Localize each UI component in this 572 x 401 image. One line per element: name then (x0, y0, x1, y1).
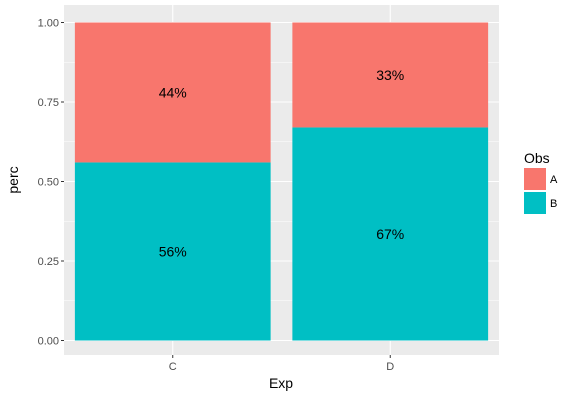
bar-segment-b-c (74, 162, 271, 341)
x-axis-title: Exp (269, 375, 293, 391)
y-tick-label: 1.00 (38, 18, 59, 30)
bar-segment-a-d (292, 22, 489, 128)
legend-title: Obs (524, 150, 550, 166)
bar-value-label: 33% (376, 67, 404, 83)
y-axis-title: perc (5, 166, 21, 193)
legend-label-b: B (550, 198, 557, 210)
legend-key-a (524, 168, 546, 190)
bar-segment-b-d (292, 127, 489, 341)
x-tick-label: D (386, 361, 394, 373)
y-tick-label: 0.75 (38, 97, 59, 109)
bar-value-label: 44% (159, 84, 187, 100)
bar-value-label: 67% (376, 226, 404, 242)
bars (74, 22, 489, 341)
bar-value-label: 56% (159, 243, 187, 259)
x-tick-label: C (169, 361, 177, 373)
y-tick-label: 0.00 (38, 336, 59, 348)
legend-label-a: A (550, 174, 558, 186)
y-axis: 0.00 0.25 0.50 0.75 1.00 (38, 18, 64, 348)
bar-segment-a-c (74, 22, 271, 163)
bar-labels: 56% 44% 67% 33% (159, 67, 405, 259)
y-tick-label: 0.25 (38, 256, 59, 268)
legend: Obs AB (524, 150, 558, 214)
legend-key-b (524, 192, 546, 214)
y-tick-label: 0.50 (38, 177, 59, 189)
